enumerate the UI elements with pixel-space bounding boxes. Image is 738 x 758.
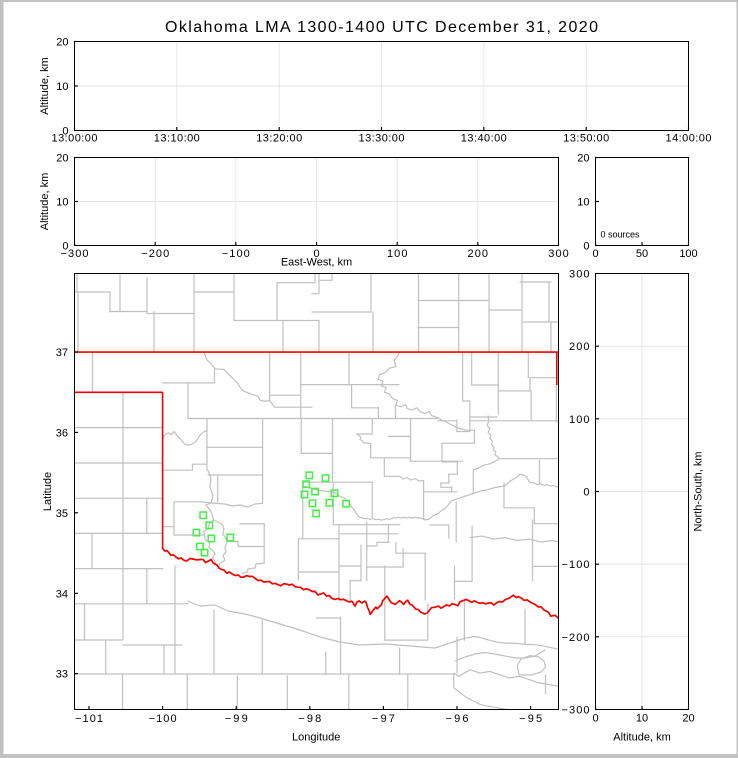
svg-text:13:20:00: 13:20:00 bbox=[256, 133, 302, 145]
svg-text:−300: −300 bbox=[61, 248, 89, 260]
svg-text:300: 300 bbox=[548, 248, 569, 260]
svg-text:−300: −300 bbox=[562, 705, 590, 717]
svg-text:10: 10 bbox=[56, 81, 68, 93]
svg-text:North-South, km: North-South, km bbox=[693, 451, 705, 531]
svg-text:300: 300 bbox=[569, 269, 590, 281]
svg-text:20: 20 bbox=[56, 153, 68, 165]
svg-text:0: 0 bbox=[583, 487, 589, 499]
svg-text:−95: −95 bbox=[519, 713, 542, 725]
svg-text:200: 200 bbox=[468, 248, 489, 260]
svg-text:0: 0 bbox=[583, 241, 589, 253]
svg-text:Altitude, km: Altitude, km bbox=[39, 57, 51, 114]
svg-text:−101: −101 bbox=[75, 713, 103, 725]
svg-text:0: 0 bbox=[313, 248, 319, 260]
svg-text:13:40:00: 13:40:00 bbox=[461, 133, 507, 145]
svg-text:Altitude, km: Altitude, km bbox=[39, 173, 51, 230]
svg-text:10: 10 bbox=[636, 713, 648, 725]
svg-text:100: 100 bbox=[569, 414, 590, 426]
svg-text:10: 10 bbox=[577, 197, 589, 209]
svg-text:Altitude, km: Altitude, km bbox=[613, 732, 670, 744]
svg-text:13:30:00: 13:30:00 bbox=[359, 133, 405, 145]
svg-text:−97: −97 bbox=[372, 713, 395, 725]
svg-text:Longitude: Longitude bbox=[292, 732, 340, 744]
svg-text:200: 200 bbox=[569, 341, 590, 353]
svg-text:0: 0 bbox=[592, 713, 598, 725]
svg-text:20: 20 bbox=[56, 37, 68, 49]
svg-text:10: 10 bbox=[56, 197, 68, 209]
svg-text:−100: −100 bbox=[149, 713, 177, 725]
svg-text:50: 50 bbox=[636, 248, 648, 260]
svg-text:−98: −98 bbox=[298, 713, 321, 725]
svg-text:−100: −100 bbox=[562, 559, 590, 571]
svg-text:0: 0 bbox=[592, 248, 598, 260]
svg-text:100: 100 bbox=[387, 248, 408, 260]
svg-text:East-West, km: East-West, km bbox=[281, 257, 352, 269]
svg-text:0 sources: 0 sources bbox=[601, 230, 641, 240]
svg-text:−200: −200 bbox=[141, 248, 169, 260]
svg-text:20: 20 bbox=[682, 713, 694, 725]
svg-text:−96: −96 bbox=[446, 713, 469, 725]
svg-text:13:00:00: 13:00:00 bbox=[52, 133, 98, 145]
svg-text:37: 37 bbox=[56, 347, 68, 359]
svg-text:13:50:00: 13:50:00 bbox=[563, 133, 609, 145]
svg-text:−100: −100 bbox=[222, 248, 250, 260]
svg-text:−200: −200 bbox=[562, 632, 590, 644]
svg-text:100: 100 bbox=[679, 248, 697, 260]
svg-text:0: 0 bbox=[62, 241, 68, 253]
svg-text:0: 0 bbox=[62, 126, 68, 138]
svg-text:Latitude: Latitude bbox=[42, 472, 54, 511]
svg-text:33: 33 bbox=[56, 669, 68, 681]
svg-text:13:10:00: 13:10:00 bbox=[154, 133, 200, 145]
svg-text:36: 36 bbox=[56, 427, 68, 439]
svg-text:14:00:00: 14:00:00 bbox=[666, 133, 712, 145]
svg-text:34: 34 bbox=[56, 588, 68, 600]
svg-text:Oklahoma LMA 1300-1400 UTC Dec: Oklahoma LMA 1300-1400 UTC December 31, … bbox=[165, 19, 598, 36]
svg-text:20: 20 bbox=[577, 153, 589, 165]
svg-text:35: 35 bbox=[56, 508, 68, 520]
svg-text:−99: −99 bbox=[225, 713, 248, 725]
